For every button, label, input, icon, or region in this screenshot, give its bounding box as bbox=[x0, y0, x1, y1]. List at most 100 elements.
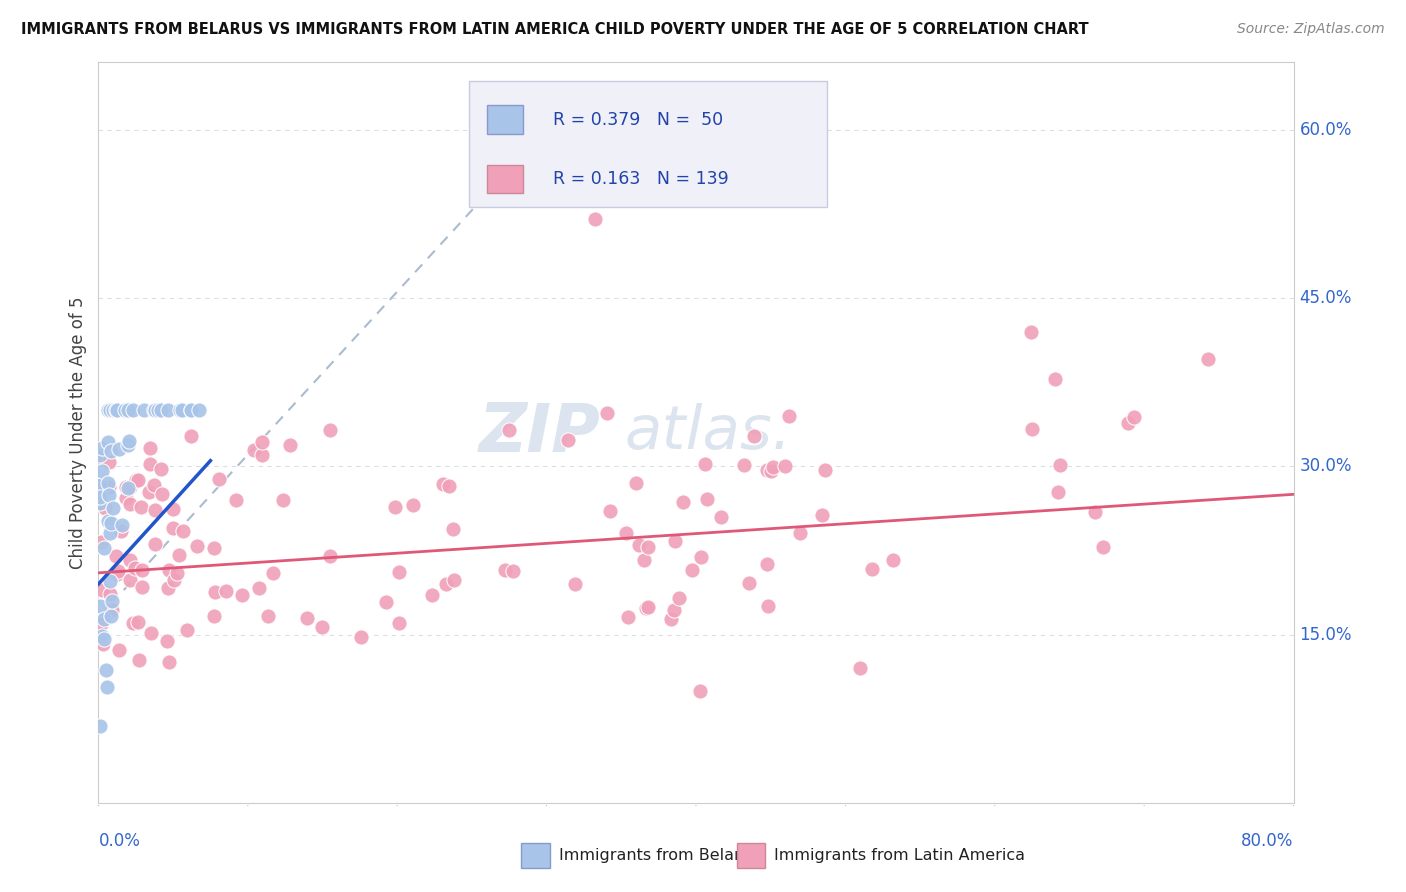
Point bbox=[138, 484, 160, 499]
Point bbox=[90, 535, 112, 549]
Point bbox=[97, 435, 120, 450]
Point bbox=[91, 442, 114, 456]
Point bbox=[814, 463, 837, 477]
Text: 60.0%: 60.0% bbox=[1299, 120, 1353, 139]
Point bbox=[91, 482, 114, 496]
Point bbox=[131, 563, 153, 577]
Text: R = 0.379   N =  50: R = 0.379 N = 50 bbox=[553, 112, 723, 129]
Point bbox=[89, 490, 111, 504]
Point bbox=[114, 491, 136, 506]
Point bbox=[142, 477, 165, 491]
Point bbox=[131, 580, 153, 594]
Point bbox=[176, 623, 198, 637]
Point bbox=[125, 473, 148, 487]
Point bbox=[733, 458, 755, 473]
Point bbox=[583, 212, 606, 227]
Point bbox=[295, 611, 318, 625]
Point bbox=[595, 406, 617, 420]
Point bbox=[860, 562, 883, 576]
Point bbox=[690, 550, 713, 565]
Point bbox=[157, 582, 180, 596]
Point bbox=[243, 443, 266, 458]
Point bbox=[204, 609, 226, 624]
Point bbox=[633, 553, 655, 567]
Point bbox=[1116, 417, 1139, 431]
Point bbox=[166, 566, 188, 580]
Point bbox=[93, 612, 115, 626]
Point bbox=[1049, 458, 1071, 472]
Point bbox=[247, 581, 270, 595]
Point bbox=[311, 620, 333, 634]
Point bbox=[432, 476, 454, 491]
Point bbox=[789, 526, 811, 541]
Point bbox=[118, 434, 141, 448]
Point bbox=[157, 403, 180, 417]
Point bbox=[696, 491, 718, 506]
Point bbox=[624, 476, 647, 491]
Point bbox=[120, 480, 142, 494]
Point bbox=[97, 454, 120, 468]
Point bbox=[773, 459, 796, 474]
Point bbox=[762, 460, 785, 475]
Point bbox=[186, 539, 208, 553]
Point bbox=[695, 458, 717, 472]
Text: 80.0%: 80.0% bbox=[1241, 832, 1294, 850]
Text: 15.0%: 15.0% bbox=[1299, 625, 1353, 643]
Point bbox=[103, 500, 125, 515]
Point bbox=[148, 403, 170, 417]
Point bbox=[388, 616, 411, 631]
Point bbox=[101, 403, 124, 417]
Point bbox=[738, 576, 761, 591]
Point bbox=[761, 464, 783, 478]
Point bbox=[111, 518, 134, 533]
Point bbox=[634, 600, 657, 615]
Point bbox=[163, 573, 186, 587]
Point bbox=[1091, 541, 1114, 555]
Point bbox=[169, 403, 191, 417]
Point bbox=[98, 574, 121, 589]
Point bbox=[502, 564, 524, 578]
Point bbox=[208, 472, 231, 486]
Point bbox=[443, 573, 465, 587]
Point bbox=[672, 495, 695, 509]
Point bbox=[120, 573, 142, 587]
Text: atlas.: atlas. bbox=[624, 403, 792, 462]
Point bbox=[188, 403, 211, 417]
Point bbox=[98, 587, 121, 601]
Point bbox=[278, 438, 301, 452]
Text: Source: ZipAtlas.com: Source: ZipAtlas.com bbox=[1237, 22, 1385, 37]
Point bbox=[139, 457, 162, 471]
Point bbox=[143, 503, 166, 517]
Point bbox=[97, 476, 120, 491]
Point bbox=[443, 522, 465, 536]
Point bbox=[114, 403, 136, 417]
Text: Immigrants from Latin America: Immigrants from Latin America bbox=[773, 848, 1025, 863]
Point bbox=[637, 540, 659, 554]
Point bbox=[134, 403, 156, 417]
Text: 0.0%: 0.0% bbox=[98, 832, 141, 850]
Point bbox=[105, 566, 128, 581]
Y-axis label: Child Poverty Under the Age of 5: Child Poverty Under the Age of 5 bbox=[69, 296, 87, 569]
Text: 30.0%: 30.0% bbox=[1299, 458, 1353, 475]
Point bbox=[108, 642, 131, 657]
Point bbox=[754, 100, 776, 114]
Point bbox=[98, 480, 121, 494]
Point bbox=[262, 566, 284, 580]
Point bbox=[90, 464, 112, 478]
Point bbox=[90, 451, 112, 466]
Point bbox=[384, 500, 406, 514]
Point bbox=[149, 403, 172, 417]
Point bbox=[778, 409, 800, 423]
Point bbox=[117, 481, 139, 495]
Point bbox=[172, 524, 194, 538]
Point bbox=[319, 549, 342, 564]
Point bbox=[93, 541, 115, 556]
Point bbox=[627, 538, 650, 552]
Point bbox=[90, 477, 112, 491]
Point bbox=[170, 403, 193, 417]
Point bbox=[97, 514, 120, 528]
Point bbox=[90, 582, 112, 597]
Point bbox=[100, 609, 122, 624]
Point bbox=[150, 487, 173, 501]
Point bbox=[811, 508, 834, 522]
